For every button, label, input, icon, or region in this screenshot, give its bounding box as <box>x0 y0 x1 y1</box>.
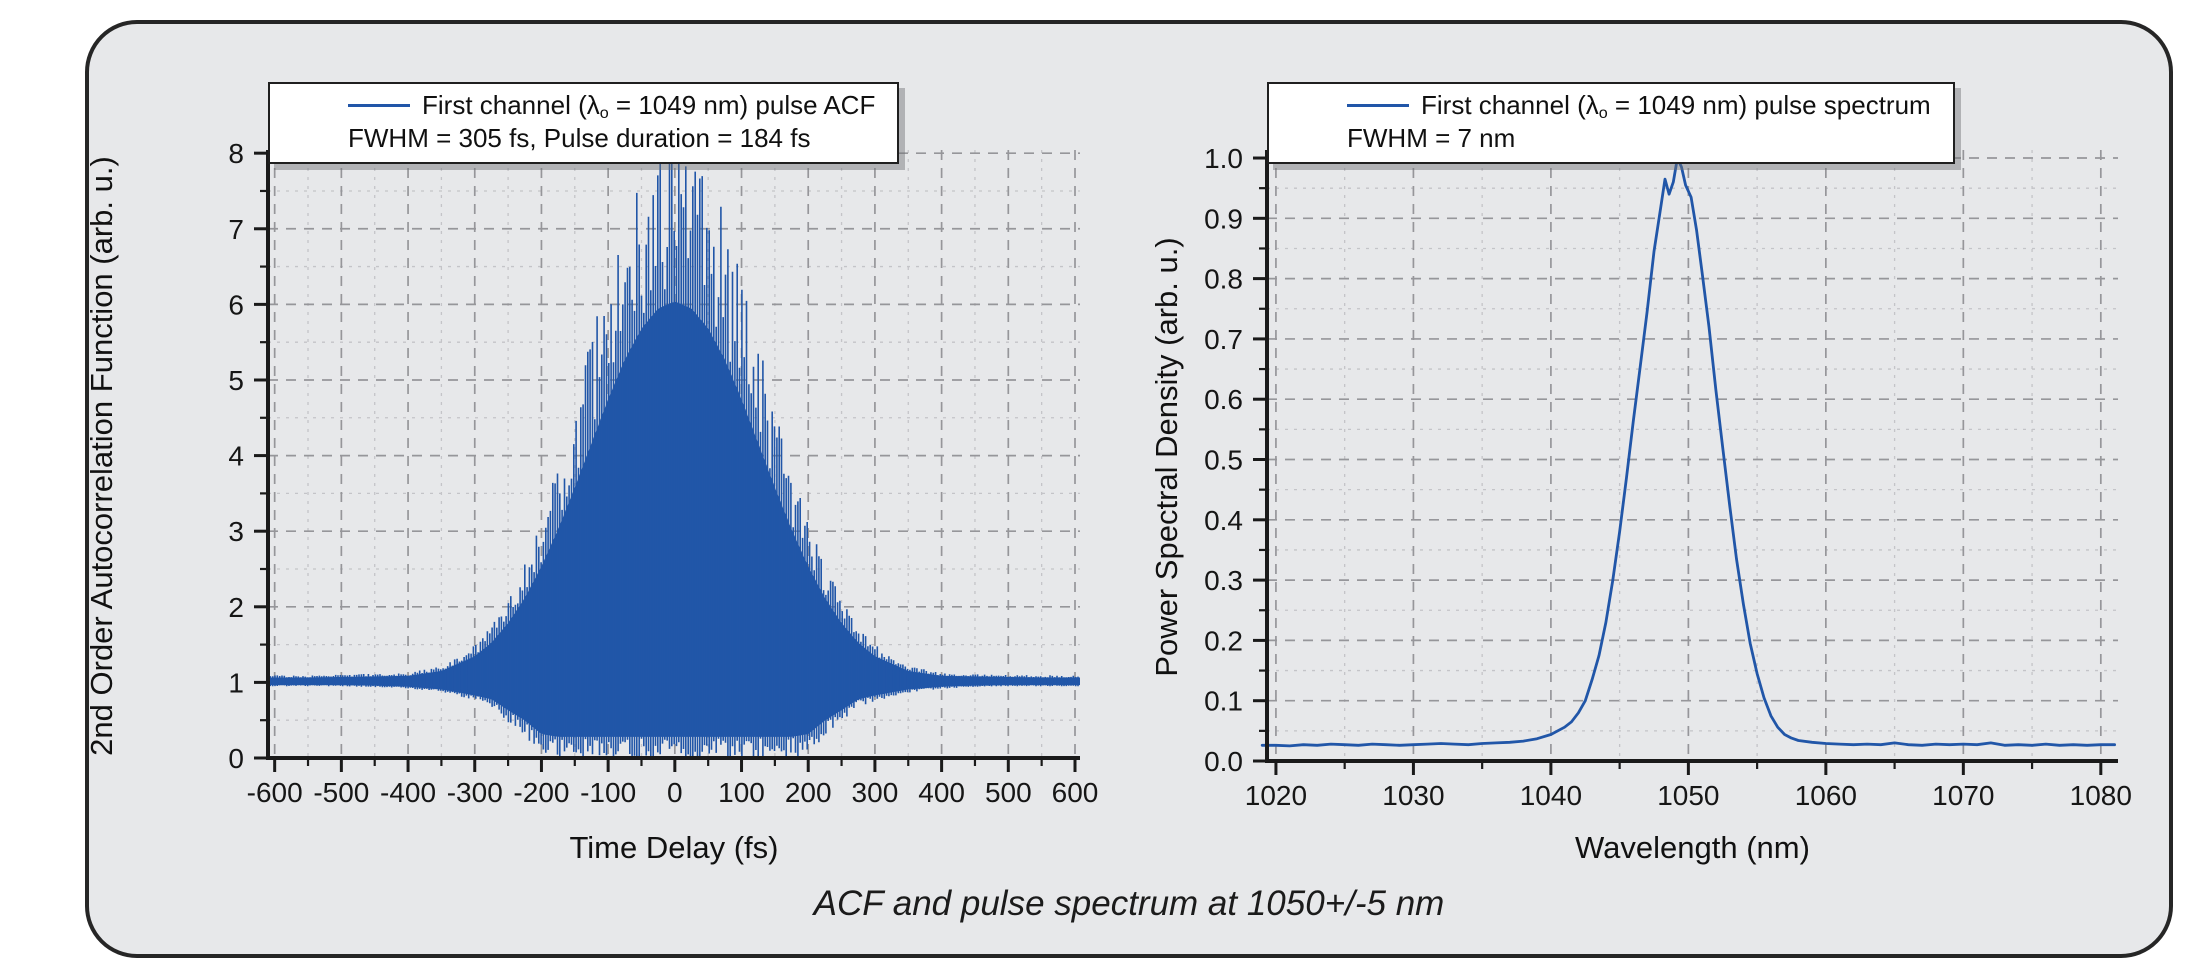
svg-text:-300: -300 <box>447 777 503 808</box>
acf-x-axis-title: Time Delay (fs) <box>569 830 779 865</box>
svg-text:500: 500 <box>985 777 1032 808</box>
svg-text:1080: 1080 <box>2070 780 2132 811</box>
svg-text:1020: 1020 <box>1245 780 1307 811</box>
spectrum-legend-line-icon <box>1347 103 1409 107</box>
acf-legend-stats: FWHM = 305 fs, Pulse duration = 184 fs <box>348 123 811 153</box>
svg-text:-100: -100 <box>580 777 636 808</box>
svg-text:1: 1 <box>228 667 244 698</box>
figure-panel <box>85 20 2173 958</box>
svg-text:0.0: 0.0 <box>1204 746 1243 777</box>
svg-text:1.0: 1.0 <box>1204 143 1243 174</box>
acf-legend-entry: First channel (λo = 1049 nm) pulse ACF <box>348 89 875 122</box>
svg-text:0.3: 0.3 <box>1204 565 1243 596</box>
svg-text:-200: -200 <box>513 777 569 808</box>
svg-text:1040: 1040 <box>1520 780 1582 811</box>
spectrum-y-axis-title: Power Spectral Density (arb. u.) <box>1149 237 1184 677</box>
svg-text:0.7: 0.7 <box>1204 324 1243 355</box>
svg-text:0.4: 0.4 <box>1204 505 1243 536</box>
svg-text:0.5: 0.5 <box>1204 445 1243 476</box>
spectrum-legend-label: First channel (λo = 1049 nm) pulse spect… <box>1421 90 1931 123</box>
spectrum-x-axis-title: Wavelength (nm) <box>1575 830 1810 865</box>
svg-text:300: 300 <box>852 777 899 808</box>
svg-text:6: 6 <box>228 289 244 320</box>
svg-text:1030: 1030 <box>1382 780 1444 811</box>
svg-text:0.9: 0.9 <box>1204 203 1243 234</box>
svg-text:0.8: 0.8 <box>1204 264 1243 295</box>
svg-text:100: 100 <box>718 777 765 808</box>
svg-text:1060: 1060 <box>1795 780 1857 811</box>
acf-y-axis-title: 2nd Order Autocorrelation Function (arb.… <box>84 156 119 756</box>
spectrum-legend: First channel (λo = 1049 nm) pulse spect… <box>1267 82 1955 164</box>
svg-text:7: 7 <box>228 214 244 245</box>
svg-text:0: 0 <box>667 777 683 808</box>
svg-text:0.6: 0.6 <box>1204 384 1243 415</box>
svg-text:2: 2 <box>228 592 244 623</box>
svg-text:5: 5 <box>228 365 244 396</box>
svg-text:400: 400 <box>918 777 965 808</box>
svg-text:-600: -600 <box>247 777 303 808</box>
svg-text:600: 600 <box>1052 777 1099 808</box>
svg-text:0.2: 0.2 <box>1204 625 1243 656</box>
acf-legend-line-icon <box>348 103 410 107</box>
svg-text:3: 3 <box>228 516 244 547</box>
spectrum-legend-entry: First channel (λo = 1049 nm) pulse spect… <box>1347 89 1931 122</box>
svg-text:-500: -500 <box>313 777 369 808</box>
svg-text:4: 4 <box>228 441 244 472</box>
svg-text:0.1: 0.1 <box>1204 686 1243 717</box>
svg-text:-400: -400 <box>380 777 436 808</box>
svg-text:0: 0 <box>228 743 244 774</box>
svg-text:1050: 1050 <box>1657 780 1719 811</box>
svg-text:200: 200 <box>785 777 832 808</box>
spectrum-legend-stats: FWHM = 7 nm <box>1347 123 1516 153</box>
acf-legend: First channel (λo = 1049 nm) pulse ACF F… <box>268 82 900 164</box>
svg-text:1070: 1070 <box>1932 780 1994 811</box>
figure-caption: ACF and pulse spectrum at 1050+/-5 nm <box>813 884 1445 923</box>
svg-text:8: 8 <box>228 138 244 169</box>
acf-legend-label: First channel (λo = 1049 nm) pulse ACF <box>422 90 876 123</box>
